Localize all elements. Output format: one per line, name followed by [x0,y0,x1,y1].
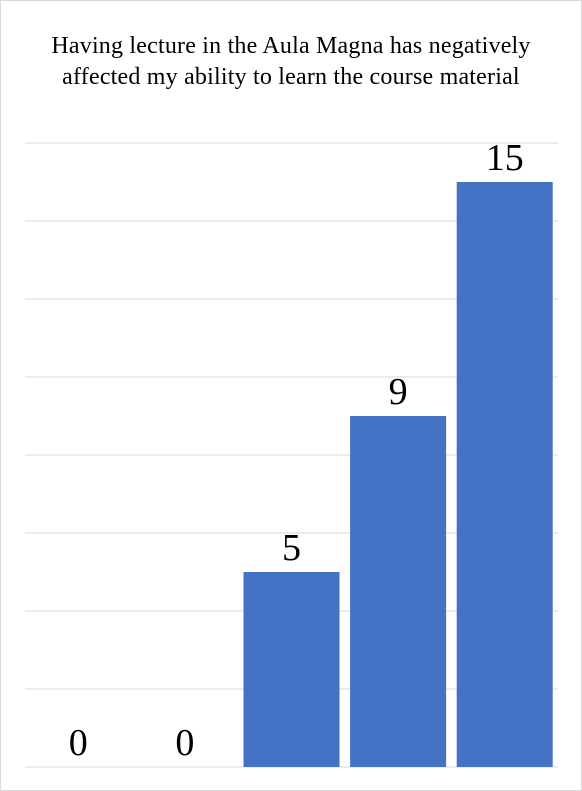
bar-5 [456,182,553,767]
data-label-2: 0 [175,722,194,764]
data-label-1: 0 [69,722,88,764]
chart-title: Having lecture in the Aula Magna has neg… [51,33,531,90]
bars [243,182,553,767]
data-label-4: 9 [389,371,408,413]
data-labels: 0 0 5 9 15 [69,137,524,764]
bar-3 [243,572,340,767]
bar-4 [350,416,447,767]
data-label-5: 15 [486,137,524,179]
data-label-3: 5 [282,527,301,569]
